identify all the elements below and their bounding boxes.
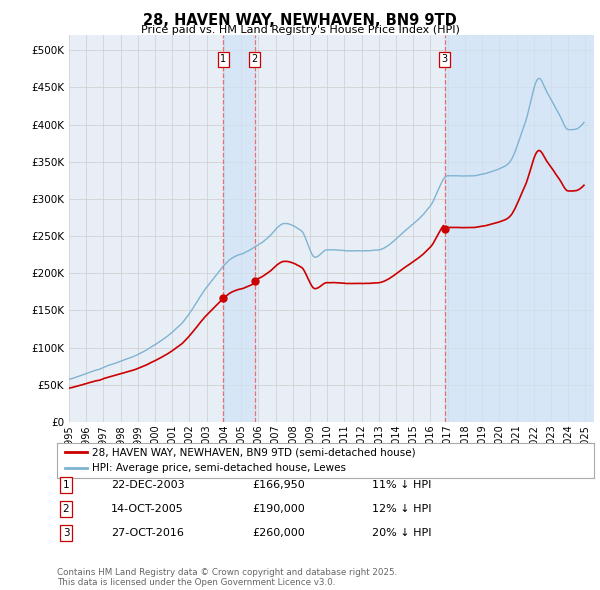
Text: 3: 3 (442, 54, 448, 64)
Bar (445, 35, 594, 422)
Text: HPI: Average price, semi-detached house, Lewes: HPI: Average price, semi-detached house,… (92, 463, 346, 473)
Text: 1: 1 (220, 54, 226, 64)
Text: 11% ↓ HPI: 11% ↓ HPI (372, 480, 431, 490)
Text: 12% ↓ HPI: 12% ↓ HPI (372, 504, 431, 514)
Text: £166,950: £166,950 (252, 480, 305, 490)
Text: 3: 3 (62, 529, 70, 538)
Text: £260,000: £260,000 (252, 529, 305, 538)
Text: 28, HAVEN WAY, NEWHAVEN, BN9 9TD: 28, HAVEN WAY, NEWHAVEN, BN9 9TD (143, 13, 457, 28)
Text: 14-OCT-2005: 14-OCT-2005 (111, 504, 184, 514)
Text: Price paid vs. HM Land Registry's House Price Index (HPI): Price paid vs. HM Land Registry's House … (140, 25, 460, 35)
Text: Contains HM Land Registry data © Crown copyright and database right 2025.
This d: Contains HM Land Registry data © Crown c… (57, 568, 397, 587)
Text: 1: 1 (62, 480, 70, 490)
Text: 20% ↓ HPI: 20% ↓ HPI (372, 529, 431, 538)
Text: 22-DEC-2003: 22-DEC-2003 (111, 480, 185, 490)
Text: 2: 2 (62, 504, 70, 514)
Bar (223, 35, 255, 422)
Text: 27-OCT-2016: 27-OCT-2016 (111, 529, 184, 538)
Text: 2: 2 (251, 54, 258, 64)
Text: 28, HAVEN WAY, NEWHAVEN, BN9 9TD (semi-detached house): 28, HAVEN WAY, NEWHAVEN, BN9 9TD (semi-d… (92, 447, 416, 457)
Text: £190,000: £190,000 (252, 504, 305, 514)
